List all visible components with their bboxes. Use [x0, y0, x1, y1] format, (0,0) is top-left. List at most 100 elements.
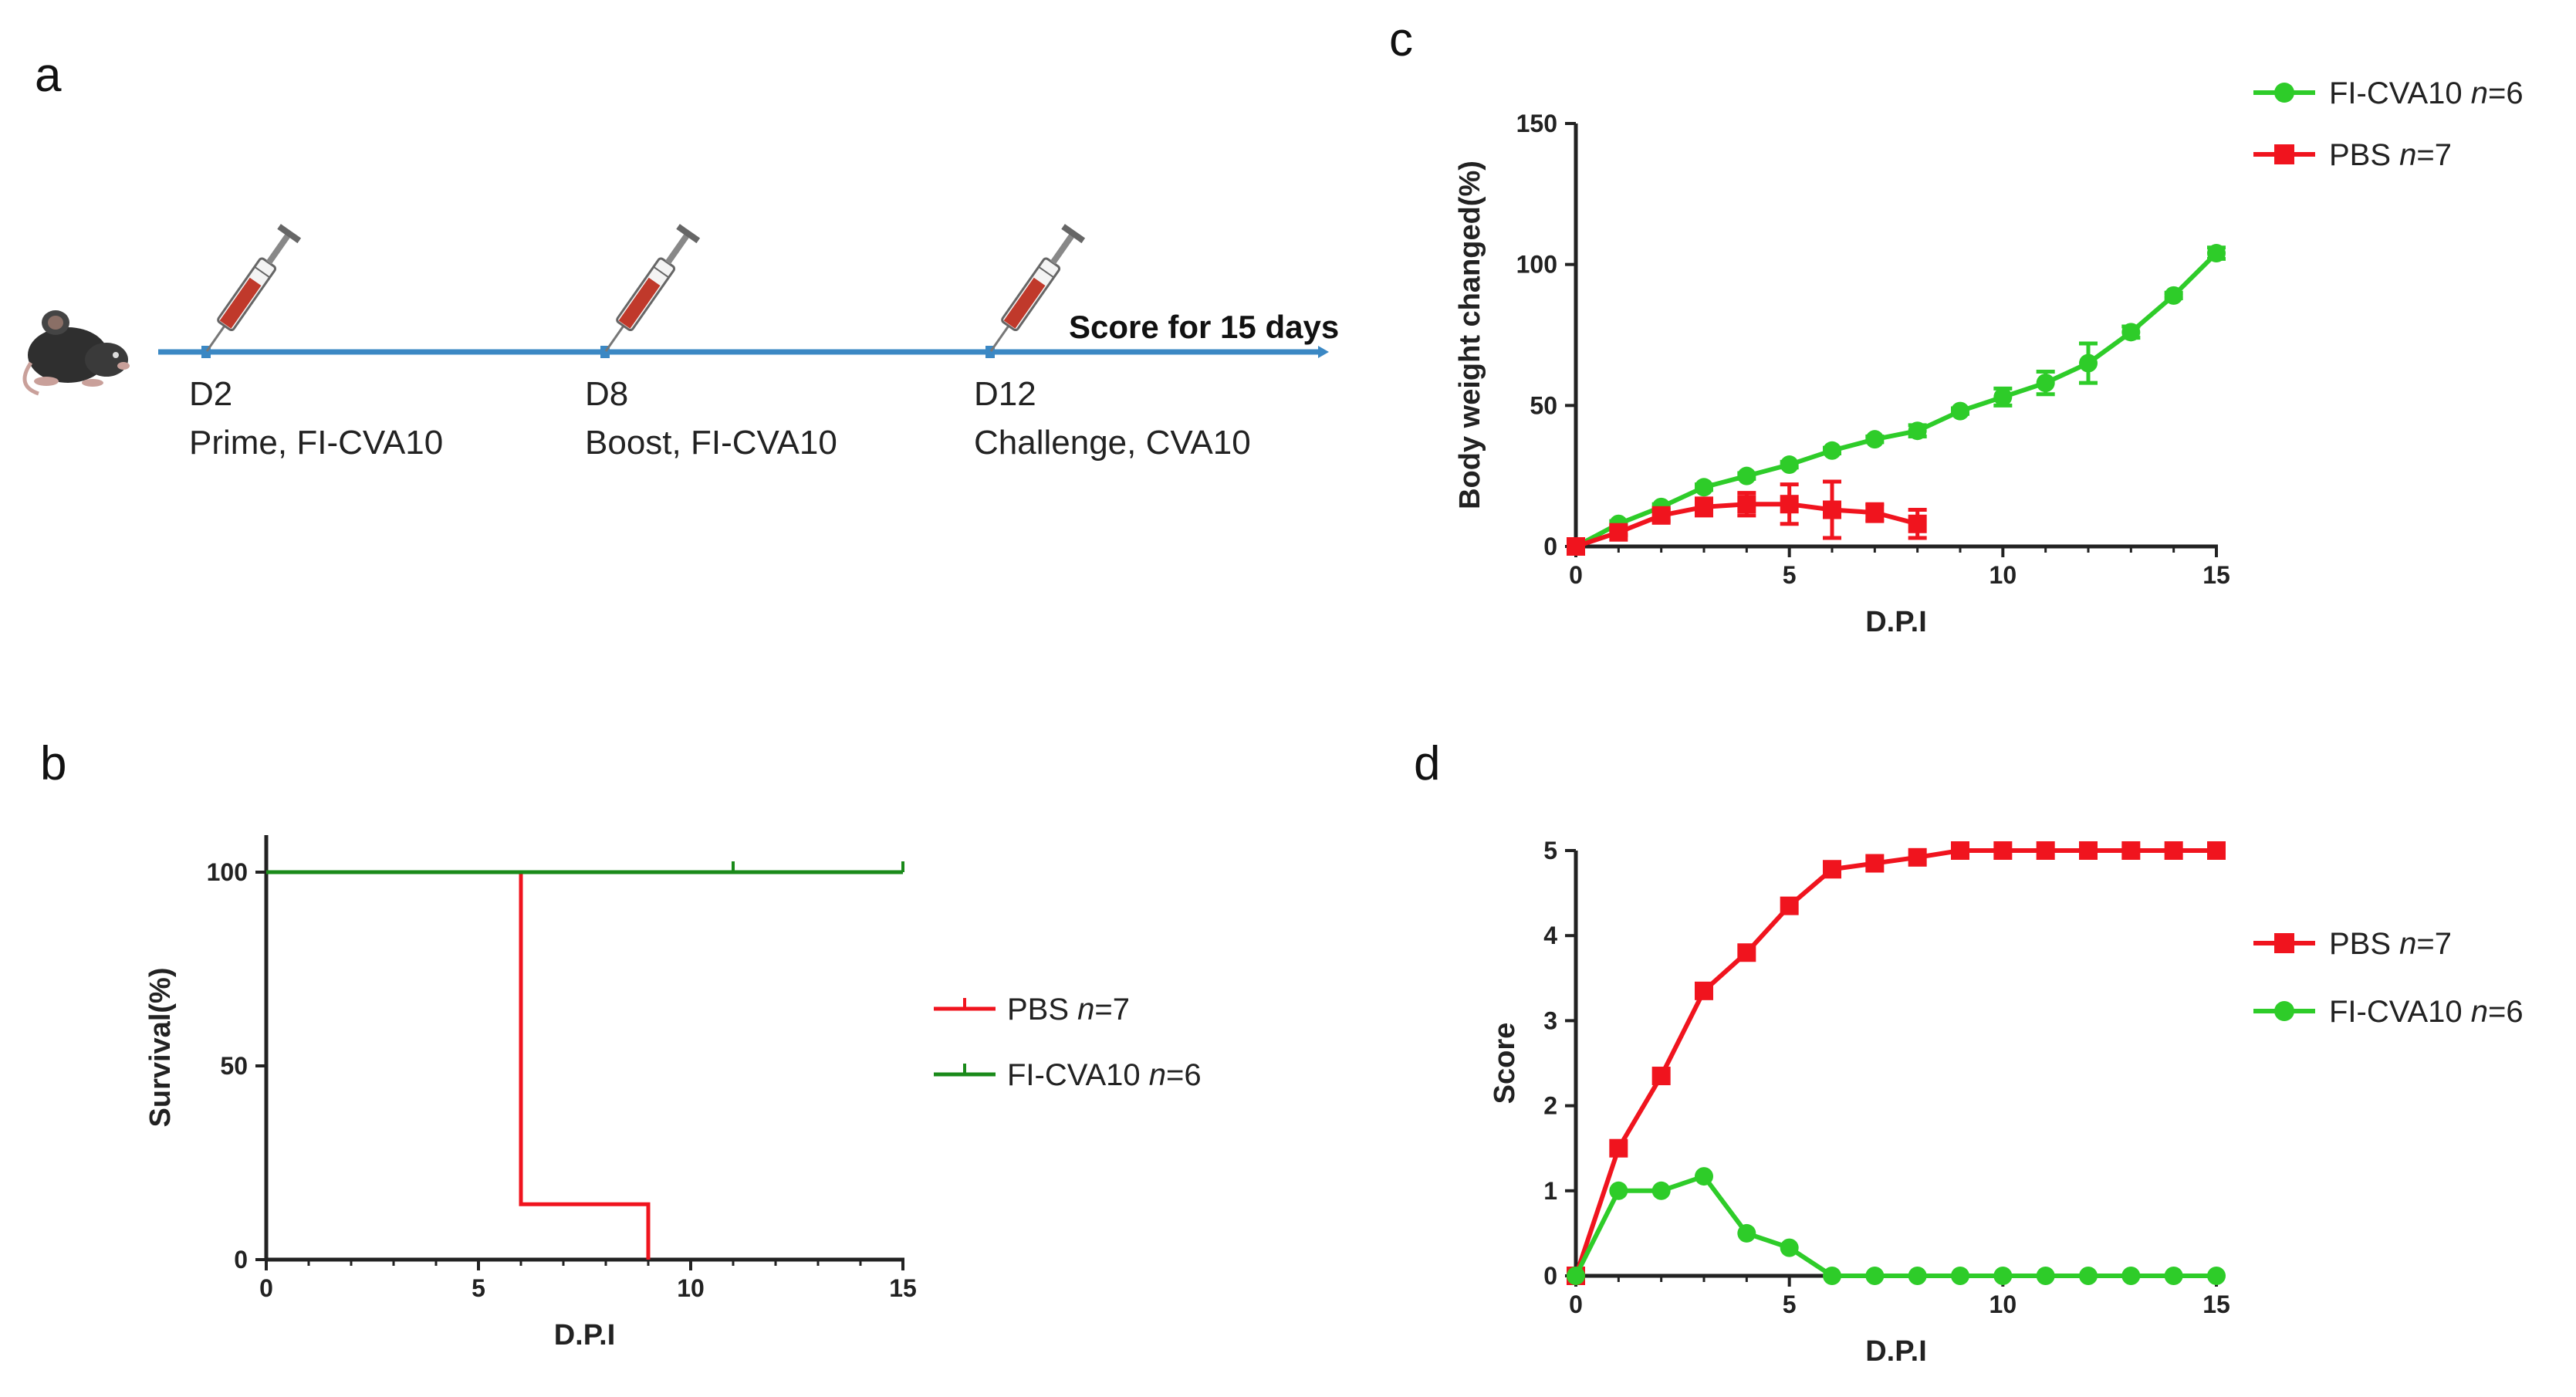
chart-c-point-fi-cva10-3	[1695, 478, 1713, 497]
legend-c-item-fi-cva10: FI-CVA10 n=6	[2253, 76, 2524, 110]
legend-c-item-pbs: PBS n=7	[2253, 138, 2452, 172]
chart-c-y-axis-label: Body weight changed(%)	[1454, 161, 1486, 509]
chart-c-xtick-label-1: 5	[1783, 561, 1797, 589]
chart-d-point-fi-cva10-11	[2036, 1267, 2055, 1285]
chart-d-point-fi-cva10-12	[2079, 1267, 2098, 1285]
chart-c-point-fi-cva10-8	[1908, 421, 1927, 441]
chart-d-point-fi-cva10-0	[1567, 1267, 1585, 1285]
chart-c-point-fi-cva10-6	[1823, 441, 1841, 460]
chart-d-point-pbs-7	[1865, 854, 1885, 873]
syringe-icon-prime	[205, 224, 302, 352]
chart-b-xtick-label-2: 10	[677, 1274, 705, 1302]
chart-c-ytick-label-3: 150	[1516, 110, 1557, 137]
chart-d-ytick-label-5: 5	[1543, 837, 1557, 864]
legend-b-item-pbs: PBS n=7	[934, 993, 1130, 1027]
chart-d-point-fi-cva10-8	[1908, 1267, 1927, 1285]
chart-d-x-axis-label: D.P.I	[1865, 1335, 1927, 1368]
panel-letter-d: d	[1414, 737, 1440, 790]
chart-c-ytick-label-1: 50	[1530, 391, 1557, 419]
chart-d-point-fi-cva10-6	[1823, 1267, 1841, 1285]
chart-c-point-fi-cva10-15	[2207, 244, 2226, 263]
chart-d-point-pbs-8	[1908, 847, 1927, 867]
chart-d-point-fi-cva10-13	[2121, 1267, 2141, 1285]
chart-c-point-pbs-1	[1609, 523, 1628, 542]
chart-d-series-line-fi-cva10	[1574, 1173, 2216, 1278]
mouse-icon	[22, 310, 130, 396]
chart-b-ytick-label-0: 0	[234, 1246, 248, 1274]
legend-d-item-fi-cva10: FI-CVA10 n=6	[2253, 995, 2524, 1029]
chart-c-ytick-label-2: 100	[1516, 251, 1557, 279]
legend-c-label-pbs: PBS n=7	[2329, 138, 2452, 172]
chart-d-xtick-label-1: 5	[1783, 1290, 1797, 1318]
chart-c-xtick-label-2: 10	[1989, 561, 2017, 589]
chart-d-point-pbs-14	[2164, 841, 2183, 860]
chart-c-point-pbs-3	[1695, 497, 1713, 516]
chart-d-point-fi-cva10-2	[1651, 1181, 1671, 1200]
legend-c-marker-fi-cva10	[2274, 83, 2294, 103]
legend-d-item-pbs: PBS n=7	[2253, 927, 2452, 961]
chart-d-series-line-pbs	[1574, 848, 2216, 1277]
chart-c-point-pbs-4	[1737, 495, 1756, 514]
event-desc-boost: Boost, FI-CVA10	[585, 424, 837, 462]
chart-d-ytick-label-4: 4	[1543, 922, 1557, 949]
chart-d-point-pbs-15	[2207, 841, 2226, 860]
panel-letter-c: c	[1389, 13, 1413, 66]
chart-c-point-fi-cva10-9	[1951, 401, 1969, 421]
chart-b-xtick-label-3: 15	[889, 1274, 917, 1302]
chart-d-xtick-label-2: 10	[1989, 1290, 2017, 1318]
chart-c-point-fi-cva10-5	[1780, 455, 1799, 475]
chart-d-point-fi-cva10-14	[2164, 1267, 2183, 1285]
chart-d-ytick-label-0: 0	[1543, 1262, 1557, 1290]
chart-d-point-fi-cva10-4	[1737, 1223, 1756, 1243]
chart-d-point-pbs-1	[1609, 1138, 1628, 1158]
chart-d-xtick-label-0: 0	[1569, 1290, 1583, 1318]
chart-c-point-fi-cva10-11	[2036, 374, 2055, 393]
timeline-panel: Score for 15 days D2 Prime, FI-CVA10 D8 …	[22, 224, 1339, 462]
chart-d-point-pbs-3	[1695, 981, 1713, 1000]
chart-c-point-pbs-8	[1908, 514, 1927, 533]
legend-b-label-pbs: PBS n=7	[1007, 993, 1130, 1027]
chart-c-point-pbs-0	[1567, 537, 1585, 556]
chart-c-point-pbs-6	[1823, 500, 1841, 519]
chart-c-xtick-label-3: 15	[2202, 561, 2230, 589]
chart-d-point-pbs-13	[2121, 841, 2141, 860]
chart-b-series-line-pbs	[266, 870, 651, 1260]
chart-b-xtick-label-1: 5	[472, 1274, 485, 1302]
legend-d-label-fi-cva10: FI-CVA10 n=6	[2329, 995, 2524, 1029]
chart-d-point-pbs-4	[1737, 943, 1756, 962]
chart-d-point-pbs-12	[2079, 841, 2098, 860]
chart-c-series-line-fi-cva10	[1574, 251, 2219, 549]
chart-b-ytick-label-2: 100	[207, 858, 248, 886]
chart-b-x-axis-label: D.P.I	[554, 1319, 616, 1351]
chart-c-point-fi-cva10-10	[1993, 387, 2013, 407]
chart-b-y-axis-label: Survival(%)	[144, 968, 177, 1128]
chart-c-point-fi-cva10-12	[2079, 353, 2098, 373]
chart-d-point-fi-cva10-3	[1695, 1167, 1713, 1186]
event-day-prime: D2	[189, 375, 232, 413]
chart-d-point-pbs-2	[1651, 1067, 1671, 1086]
chart-d-y-axis-label: Score	[1489, 1023, 1521, 1104]
chart-c-point-pbs-7	[1865, 503, 1885, 523]
syringe-icon-boost	[604, 224, 701, 352]
chart-c-point-pbs-5	[1780, 495, 1799, 514]
legend-b-item-fi-cva10: FI-CVA10 n=6	[934, 1058, 1202, 1092]
chart-c-point-fi-cva10-7	[1865, 430, 1885, 449]
survival-chart: 0 5 10 15 0 50 100 D.P.I Survival(%)	[144, 835, 917, 1351]
event-desc-prime: Prime, FI-CVA10	[189, 424, 443, 462]
legend-c: FI-CVA10 n=6 PBS n=7	[2253, 76, 2524, 172]
legend-b-label-fi-cva10: FI-CVA10 n=6	[1007, 1058, 1202, 1092]
chart-d-ytick-label-2: 2	[1543, 1092, 1557, 1120]
chart-c-point-fi-cva10-14	[2164, 286, 2183, 305]
timeline-arrowhead	[1318, 346, 1329, 358]
chart-d-point-fi-cva10-9	[1951, 1267, 1969, 1285]
chart-d-xtick-label-3: 15	[2202, 1290, 2230, 1318]
chart-c-point-fi-cva10-13	[2121, 323, 2141, 342]
panel-letter-b: b	[40, 737, 66, 790]
chart-d-point-pbs-10	[1993, 841, 2013, 860]
chart-c-point-fi-cva10-4	[1737, 466, 1756, 485]
chart-d-point-pbs-5	[1780, 896, 1799, 915]
chart-d-point-fi-cva10-1	[1609, 1181, 1628, 1200]
legend-d-marker-pbs	[2274, 933, 2294, 953]
